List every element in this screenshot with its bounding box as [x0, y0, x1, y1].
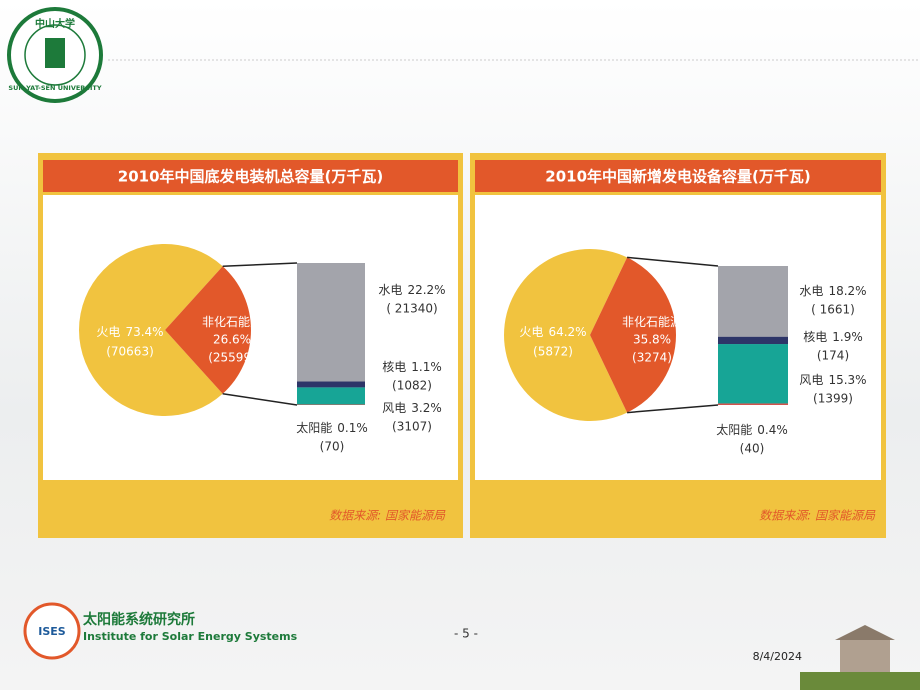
footer: ISES 太阳能系统研究所 Institute for Solar Energy…: [23, 602, 920, 690]
pie-label: 火电 73.4%: [96, 325, 163, 339]
connector: [627, 404, 719, 414]
institute-cn: 太阳能系统研究所: [83, 611, 195, 628]
institute-en: Institute for Solar Energy Systems: [83, 630, 298, 643]
pie-slice: [78, 244, 223, 416]
bar-segment: [718, 403, 788, 405]
bar-segment: [718, 266, 788, 337]
label-name: 太阳能: [296, 420, 332, 435]
label-value: 0.4%: [757, 423, 788, 437]
source: 数据来源: 国家能源局: [759, 509, 876, 523]
chart-title: 2010年中国新增发电设备容量(万千瓦): [545, 168, 810, 186]
label-name: 水电: [378, 283, 402, 297]
data-label: 风电 15.3%: [799, 373, 866, 387]
bar-segment: [718, 336, 788, 345]
label-name: 火电: [96, 325, 120, 339]
pie-slice: [504, 249, 628, 421]
pie-slice: [590, 257, 677, 413]
label-name: 非化石能源: [202, 315, 262, 329]
bar-segment: [718, 344, 788, 404]
amount-label: ( 21340): [386, 302, 437, 316]
amount-label: (70): [320, 440, 345, 454]
logo-title: 中山大学: [35, 17, 75, 30]
label-name: 核电: [803, 330, 827, 344]
label-name: 风电: [382, 401, 406, 415]
source: 数据来源: 国家能源局: [329, 509, 446, 523]
pie-value: 26.6%: [213, 333, 251, 347]
footer-logo: ISES: [38, 625, 66, 638]
label-value: 18.2%: [828, 284, 866, 298]
data-label: 太阳能 0.1%: [296, 420, 368, 435]
label-name: 火电: [519, 325, 543, 339]
data-label: 核电 1.1%: [382, 360, 442, 374]
label-name: 风电: [799, 373, 823, 387]
data-label: 水电 22.2%: [378, 283, 445, 297]
data-label: 核电 1.9%: [803, 330, 863, 344]
label-name: 核电: [382, 360, 406, 374]
pie-amount: (70663): [106, 345, 154, 359]
connector: [222, 393, 298, 406]
page-number: - 5 -: [454, 627, 478, 641]
data-label: 太阳能 0.4%: [716, 422, 788, 437]
pie-amount: (5872): [533, 345, 573, 359]
label-value: 15.3%: [828, 373, 866, 387]
label-value: 22.2%: [407, 283, 445, 297]
label-value: 3.2%: [411, 401, 442, 415]
pie-amount: (3274): [632, 351, 672, 365]
label-value: 0.1%: [337, 421, 368, 435]
bar-segment: [297, 381, 365, 388]
amount-label: ( 1661): [811, 303, 855, 317]
pie-value: 35.8%: [633, 333, 671, 347]
data-label: 水电 18.2%: [799, 284, 866, 298]
header-logo: 中山大学 SUN YAT-SEN UNIVERSITY: [7, 7, 103, 103]
amount-label: (1399): [813, 392, 853, 406]
bar-segment: [297, 387, 365, 405]
label-value: 1.9%: [832, 330, 863, 344]
pie-label: 火电 64.2%: [519, 325, 586, 339]
bar-segment: [297, 263, 365, 382]
label-name: 太阳能: [716, 422, 752, 437]
pie-label: 非化石能源: [202, 315, 262, 329]
label-value: 73.4%: [125, 325, 163, 339]
amount-label: (40): [740, 442, 765, 456]
bar-segment: [297, 404, 365, 405]
connector: [627, 256, 719, 267]
pie-label: 非化石能源: [622, 315, 682, 329]
date: 8/4/2024: [753, 650, 802, 663]
pie-slice: [165, 266, 251, 394]
label-value: 64.2%: [548, 325, 586, 339]
amount-label: (174): [817, 349, 849, 363]
label-value: 1.1%: [411, 360, 442, 374]
label-name: 非化石能源: [622, 315, 682, 329]
pie-amount: (25599): [208, 351, 256, 365]
amount-label: (3107): [392, 420, 432, 434]
panel-header: [43, 160, 458, 192]
panel-header: [475, 160, 881, 192]
connector: [222, 262, 298, 267]
amount-label: (1082): [392, 379, 432, 393]
data-label: 风电 3.2%: [382, 401, 442, 415]
logo-text: SUN YAT-SEN UNIVERSITY: [8, 84, 101, 92]
label-name: 水电: [799, 284, 823, 298]
chart-title: 2010年中国底发电装机总容量(万千瓦): [118, 168, 383, 186]
